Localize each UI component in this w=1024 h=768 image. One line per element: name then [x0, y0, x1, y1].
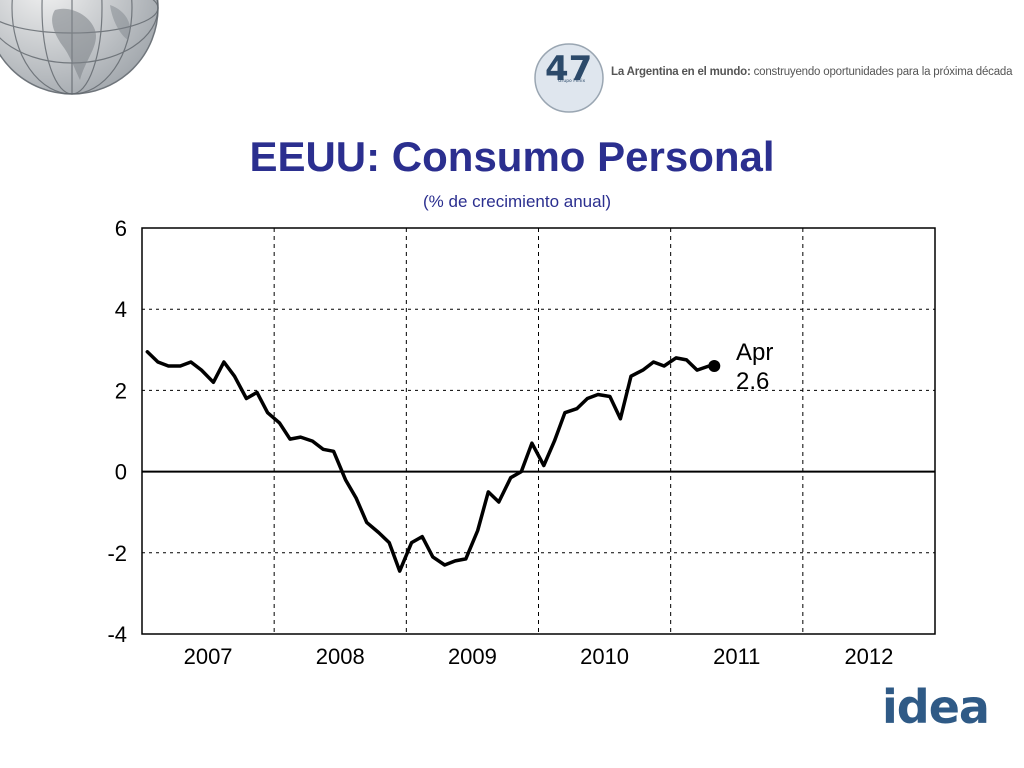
x-tick-label: 2010 [580, 644, 629, 669]
grid [142, 228, 935, 634]
x-tick-label: 2012 [844, 644, 893, 669]
logo-caption: Grupo Fénix [558, 77, 585, 84]
grupo-47-logo: 47 Grupo Fénix [534, 43, 604, 113]
x-tick-label: 2008 [316, 644, 365, 669]
y-tick-label: 6 [115, 216, 127, 241]
y-tick-label: -4 [107, 622, 127, 647]
annotation-label-value: 2.6 [736, 368, 769, 395]
x-tick-label: 2007 [184, 644, 233, 669]
axes: 6 4 2 0 -2 -4 2007 2008 2009 2010 2011 2012 [107, 216, 936, 669]
series [145, 350, 717, 573]
x-tick-label: 2009 [448, 644, 497, 669]
chart-subtitle: (% de crecimiento anual) [422, 192, 612, 211]
tagline: La Argentina en el mundo: construyendo o… [611, 66, 1013, 78]
x-tick-label: 2011 [713, 644, 760, 669]
y-tick-label: 4 [115, 297, 127, 322]
globe-icon [0, 0, 159, 95]
logo-number: 47 [545, 49, 592, 89]
last-point-marker [708, 360, 721, 373]
tagline-bold: La Argentina en el mundo: [611, 66, 751, 78]
y-tick-label: -2 [107, 541, 127, 566]
annotation-label-month: Apr [736, 339, 773, 366]
plot-frame [141, 227, 936, 635]
tagline-rest: construyendo oportunidades para la próxi… [750, 66, 1013, 78]
idea-brand: idea [882, 683, 989, 731]
chart-title: EEUU: Consumo Personal [249, 133, 775, 180]
series-line [145, 350, 717, 573]
idea-logo: idea [882, 683, 990, 731]
y-tick-label: 0 [115, 460, 127, 485]
y-tick-label: 2 [115, 378, 127, 403]
